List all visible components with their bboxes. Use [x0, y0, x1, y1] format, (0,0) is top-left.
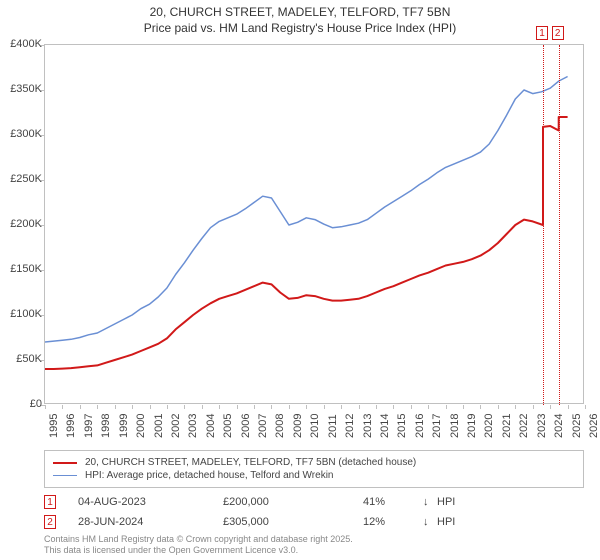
- x-tick-label: 1998: [100, 414, 112, 438]
- x-tick-label: 2026: [588, 414, 600, 438]
- y-tick-label: £350K: [0, 83, 42, 95]
- event-marker-badge: 2: [552, 26, 564, 40]
- sales-events-table: 1 04-AUG-2023£200,00041%↓HPI 2 28-JUN-2024£…: [44, 492, 584, 532]
- x-tick-label: 2023: [536, 414, 548, 438]
- chart-container: 20, CHURCH STREET, MADELEY, TELFORD, TF7…: [0, 0, 600, 560]
- x-tick-label: 2013: [362, 414, 374, 438]
- y-tick-label: £400K: [0, 38, 42, 50]
- down-arrow-icon: ↓: [423, 496, 437, 508]
- legend-item: HPI: Average price, detached house, Telf…: [53, 469, 575, 482]
- y-tick-label: £50K: [0, 353, 42, 365]
- attribution-line-2: This data is licensed under the Open Gov…: [44, 545, 298, 555]
- x-tick-label: 2015: [396, 414, 408, 438]
- down-arrow-icon: ↓: [423, 516, 437, 528]
- sale-event-date: 28-JUN-2024: [78, 516, 223, 528]
- x-tick-label: 2008: [274, 414, 286, 438]
- y-tick-label: £150K: [0, 263, 42, 275]
- x-tick-label: 2000: [135, 414, 147, 438]
- legend-label: HPI: Average price, detached house, Telf…: [85, 470, 334, 481]
- series-svg: [45, 45, 585, 405]
- y-tick-label: £200K: [0, 218, 42, 230]
- x-tick-label: 2016: [414, 414, 426, 438]
- legend-item: 20, CHURCH STREET, MADELEY, TELFORD, TF7…: [53, 456, 575, 469]
- sale-event-price: £305,000: [223, 516, 363, 528]
- title-line-2: Price paid vs. HM Land Registry's House …: [144, 21, 456, 35]
- legend-swatch: [53, 475, 77, 476]
- x-tick-label: 2004: [205, 414, 217, 438]
- x-tick-label: 2018: [449, 414, 461, 438]
- series-hpi: [45, 77, 568, 343]
- attribution-line-1: Contains HM Land Registry data © Crown c…: [44, 534, 353, 544]
- x-tick-label: 2020: [483, 414, 495, 438]
- attribution-text: Contains HM Land Registry data © Crown c…: [44, 534, 584, 557]
- event-marker-badge: 1: [536, 26, 548, 40]
- sale-event-date: 04-AUG-2023: [78, 496, 223, 508]
- x-tick-label: 2019: [466, 414, 478, 438]
- x-tick-label: 2003: [187, 414, 199, 438]
- plot-area: [44, 44, 584, 404]
- sale-event-price: £200,000: [223, 496, 363, 508]
- x-tick-label: 2010: [309, 414, 321, 438]
- x-tick-label: 2012: [344, 414, 356, 438]
- legend-swatch: [53, 462, 77, 464]
- y-tick-label: £0: [0, 398, 42, 410]
- sale-event-row: 2 28-JUN-2024£305,00012%↓HPI: [44, 512, 584, 532]
- sale-event-marker: 1: [44, 495, 56, 509]
- legend-box: 20, CHURCH STREET, MADELEY, TELFORD, TF7…: [44, 450, 584, 488]
- x-tick-label: 1995: [48, 414, 60, 438]
- x-tick-label: 2002: [170, 414, 182, 438]
- x-tick-label: 2005: [222, 414, 234, 438]
- x-tick-label: 2007: [257, 414, 269, 438]
- x-tick-label: 2022: [518, 414, 530, 438]
- x-tick-label: 2006: [240, 414, 252, 438]
- x-tick-label: 2017: [431, 414, 443, 438]
- sale-event-hpi-label: HPI: [437, 516, 477, 528]
- series-price_paid: [45, 117, 568, 369]
- chart-title: 20, CHURCH STREET, MADELEY, TELFORD, TF7…: [0, 0, 600, 36]
- x-tick-label: 2021: [501, 414, 513, 438]
- event-marker-line: [543, 45, 544, 405]
- title-line-1: 20, CHURCH STREET, MADELEY, TELFORD, TF7…: [150, 5, 451, 19]
- x-tick-label: 2011: [327, 414, 339, 438]
- x-tick-label: 2014: [379, 414, 391, 438]
- y-tick-label: £100K: [0, 308, 42, 320]
- sale-event-pct: 41%: [363, 496, 423, 508]
- x-tick-label: 2009: [292, 414, 304, 438]
- y-tick-label: £300K: [0, 128, 42, 140]
- x-tick-label: 1996: [65, 414, 77, 438]
- sale-event-marker: 2: [44, 515, 56, 529]
- legend-label: 20, CHURCH STREET, MADELEY, TELFORD, TF7…: [85, 457, 416, 468]
- sale-event-row: 1 04-AUG-2023£200,00041%↓HPI: [44, 492, 584, 512]
- x-tick-label: 1999: [118, 414, 130, 438]
- sale-event-pct: 12%: [363, 516, 423, 528]
- x-tick-label: 1997: [83, 414, 95, 438]
- event-marker-line: [559, 45, 560, 405]
- x-tick-label: 2001: [153, 414, 165, 438]
- y-tick-label: £250K: [0, 173, 42, 185]
- sale-event-hpi-label: HPI: [437, 496, 477, 508]
- x-tick-label: 2024: [553, 414, 565, 438]
- x-tick-label: 2025: [571, 414, 583, 438]
